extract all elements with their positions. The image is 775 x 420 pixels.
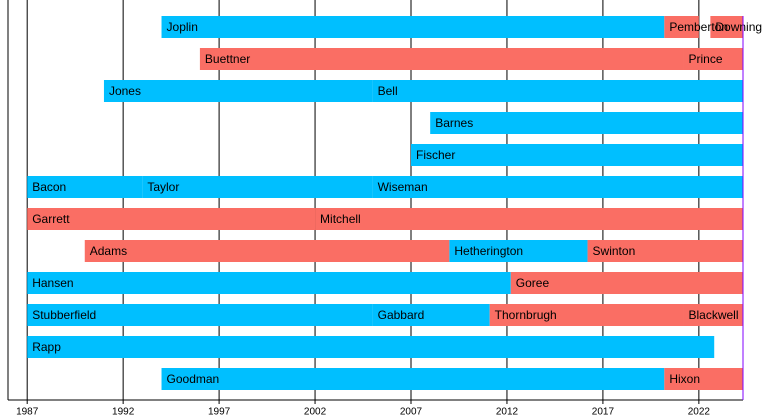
segment-bar	[27, 336, 715, 358]
segment-bar	[664, 368, 743, 390]
segment-label: Hetherington	[454, 244, 523, 258]
segment-bar	[683, 48, 743, 70]
segment-label: Goree	[516, 276, 550, 290]
segment-label: Joplin	[167, 20, 198, 34]
segment-label: Thornbrugh	[495, 308, 557, 322]
segment-bar	[372, 176, 743, 198]
x-tick-label: 2002	[304, 407, 327, 418]
segment-label: Hansen	[32, 276, 73, 290]
segment-label: Rapp	[32, 340, 61, 354]
segment-label: Blackwell	[689, 308, 739, 322]
x-tick-label: 2017	[592, 407, 615, 418]
segment-bar	[27, 304, 373, 326]
segment-bar	[199, 48, 684, 70]
segment-bar	[489, 304, 684, 326]
segment-label: Stubberfield	[32, 308, 96, 322]
segment-bar	[510, 272, 743, 294]
segment-label: Bell	[378, 84, 398, 98]
segment-label: Prince	[689, 52, 723, 66]
segment-bar	[27, 208, 316, 230]
segment-bar	[710, 16, 743, 38]
segment-label: Garrett	[32, 212, 70, 226]
segment-label: Wiseman	[378, 180, 428, 194]
segment-label: Gabbard	[378, 308, 425, 322]
x-tick-label: 2012	[496, 407, 519, 418]
segment-label: Taylor	[147, 180, 179, 194]
segment-bar	[683, 304, 743, 326]
segment-label: Goodman	[167, 372, 220, 386]
segment-label: Fischer	[416, 148, 455, 162]
segment-bar	[103, 80, 373, 102]
segment-bar	[315, 208, 743, 230]
segment-bar	[664, 16, 699, 38]
segment-label: Jones	[109, 84, 141, 98]
segment-bar	[27, 272, 511, 294]
x-tick-label: 1997	[208, 407, 231, 418]
segment-bar	[372, 80, 743, 102]
x-tick-label: 1992	[112, 407, 135, 418]
segment-label: Swinton	[593, 244, 636, 258]
segment-label: Buettner	[205, 52, 250, 66]
segment-label: Adams	[90, 244, 127, 258]
segment-bar	[430, 112, 743, 134]
segment-label: Bacon	[32, 180, 66, 194]
segment-bar	[27, 176, 143, 198]
x-tick-label: 1987	[16, 407, 39, 418]
segment-bar	[411, 144, 743, 166]
segment-bar	[372, 304, 490, 326]
segment-bar	[161, 16, 665, 38]
segment-label: Barnes	[435, 116, 473, 130]
segment-label: Mitchell	[320, 212, 361, 226]
segment-bar	[587, 240, 743, 262]
segment-bar	[161, 368, 665, 390]
x-tick-label: 2022	[688, 407, 711, 418]
segment-label: Hixon	[669, 372, 700, 386]
segment-label: Pemberton	[669, 20, 728, 34]
x-tick-label: 2007	[400, 407, 423, 418]
segment-bar	[142, 176, 373, 198]
segment-bar	[449, 240, 588, 262]
segment-label: Downing	[715, 20, 762, 34]
segment-bar	[84, 240, 450, 262]
